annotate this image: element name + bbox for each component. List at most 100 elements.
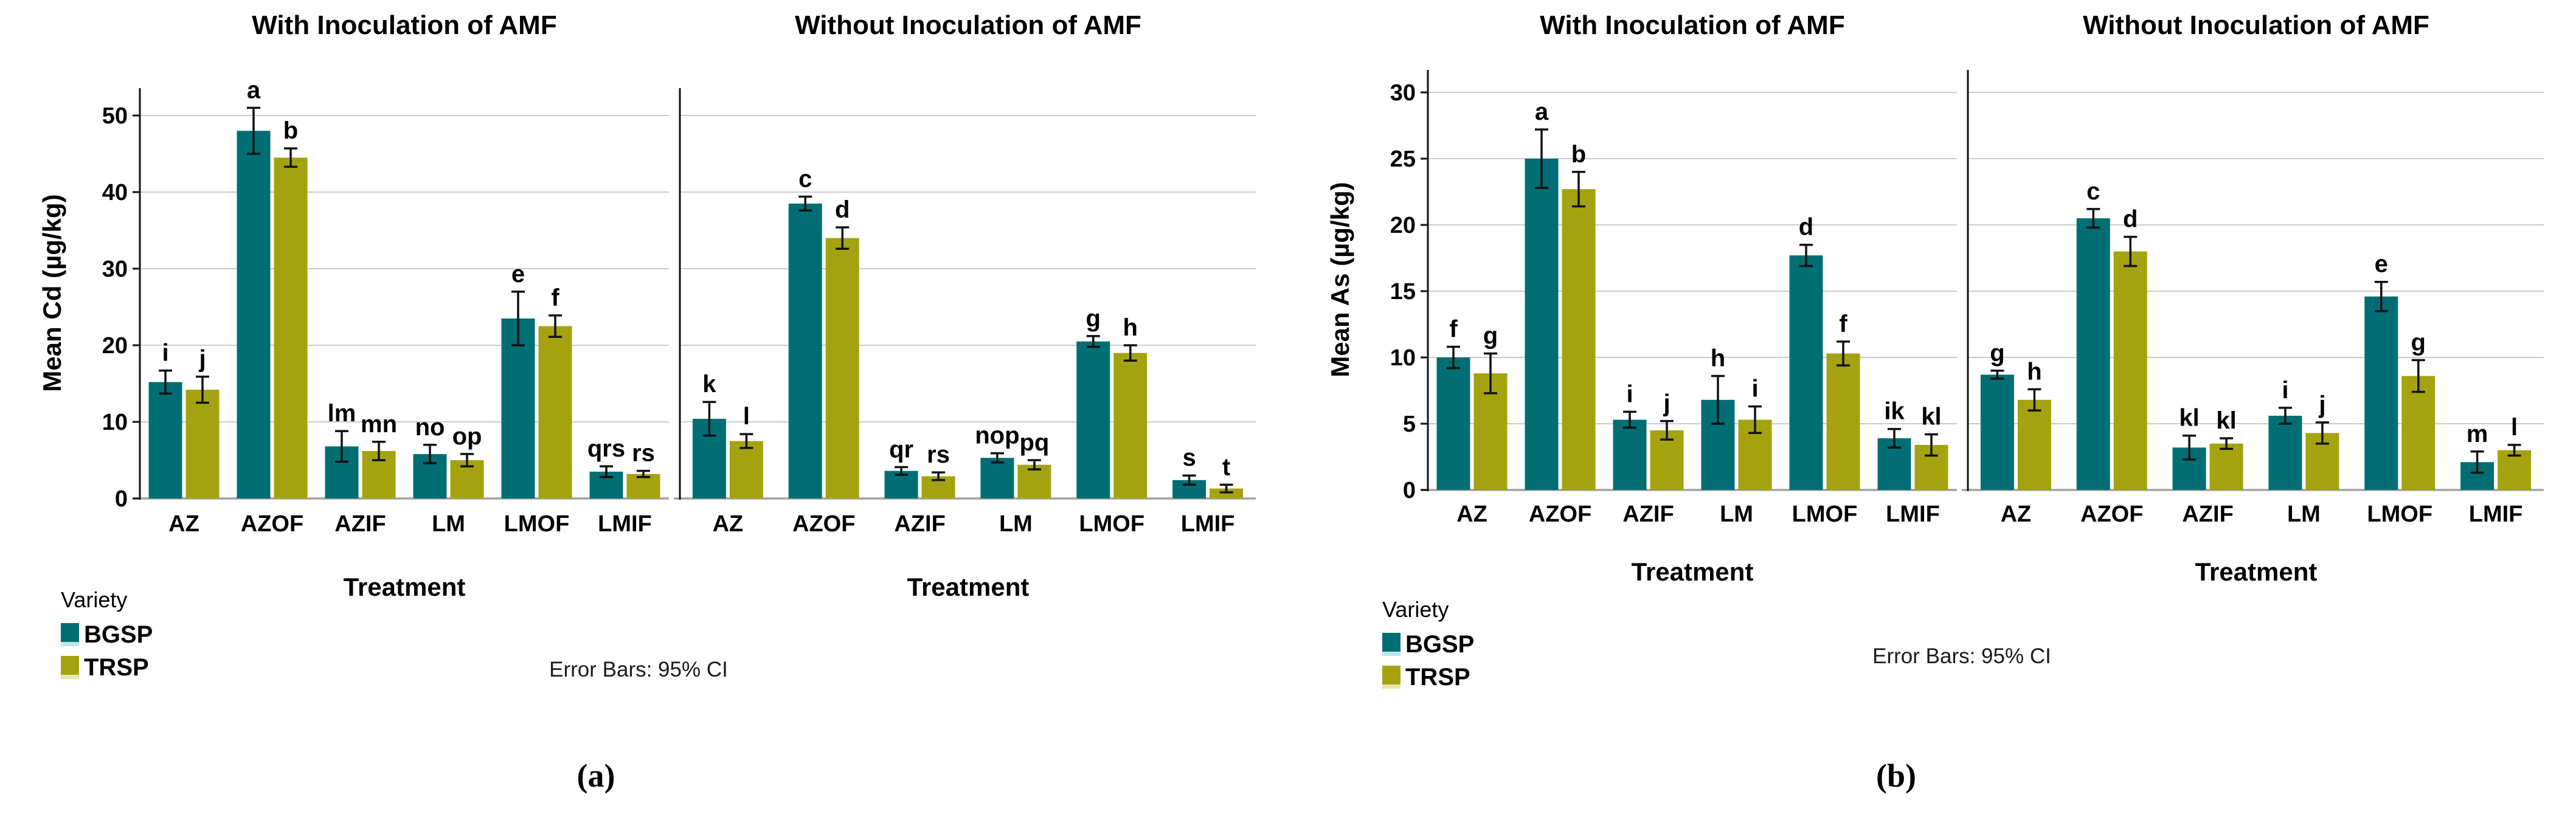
error-bars-note: Error Bars: 95% CI: [1872, 644, 2051, 668]
y-tick-label: 30: [1390, 80, 1416, 106]
bar-LMOF-TRSP: [2401, 376, 2436, 490]
figure-cd-chart: AZ i j AZOF a b AZIF lm mn LM no op LMOF e f LMIF qrs rs 0…: [38, 10, 1256, 794]
sig-letter: lm: [328, 400, 356, 427]
y-tick-label: 10: [1390, 345, 1416, 371]
sig-letter: l: [743, 403, 750, 430]
sig-letter: i: [1751, 376, 1758, 402]
panel-title-with-amf: With Inoculation of AMF: [1540, 10, 1844, 40]
error-bars-note: Error Bars: 95% CI: [549, 658, 728, 681]
figure-caption-a: (a): [576, 757, 615, 794]
sig-letter: g: [2411, 329, 2426, 356]
legend-label-trsp: TRSP: [1405, 664, 1470, 691]
x-tick-label: LMIF: [598, 511, 652, 537]
bar-AZOF-BGSP: [237, 131, 271, 498]
bar-LMIF-TRSP: [2498, 450, 2532, 490]
bar-LMOF-BGSP: [2364, 296, 2398, 490]
y-axis-label: Mean As (µg/kg): [1326, 182, 1354, 377]
y-tick-label: 40: [102, 180, 128, 205]
legend-label-trsp: TRSP: [84, 654, 149, 681]
sig-letter: d: [2123, 206, 2138, 233]
sig-letter: h: [1711, 345, 1725, 372]
sig-letter: a: [247, 77, 261, 103]
x-tick-label: AZOF: [792, 511, 855, 537]
sig-letter: g: [1086, 305, 1101, 332]
bar-AZOF-TRSP: [825, 238, 859, 498]
x-tick-label: AZIF: [1622, 502, 1674, 527]
sig-letter: i: [162, 340, 168, 367]
sig-letter: a: [1535, 98, 1549, 125]
bgsp-swatch: [1382, 633, 1401, 656]
legend: Variety BGSP TRSP: [1382, 597, 1474, 698]
bar-AZ-BGSP: [1436, 357, 1470, 490]
sig-letter: f: [551, 284, 559, 311]
sig-letter: pq: [1019, 429, 1049, 456]
x-tick-label: LMOF: [2367, 502, 2432, 527]
x-tick-label: LMOF: [1079, 511, 1144, 537]
sig-letter: i: [1626, 381, 1633, 407]
figure-caption-b: (b): [1876, 757, 1916, 794]
x-tick-label: AZ: [168, 511, 199, 537]
sig-letter: ik: [1884, 398, 1905, 425]
legend-label-bgsp: BGSP: [84, 621, 153, 648]
legend: Variety BGSP TRSP: [61, 587, 153, 688]
y-axis-label: Mean Cd (µg/kg): [38, 194, 66, 391]
x-axis-label-right: Treatment: [907, 573, 1030, 601]
bar-AZ-TRSP: [2017, 399, 2051, 490]
y-tick-label: 50: [102, 103, 128, 129]
bar-AZ-TRSP: [729, 441, 763, 498]
sig-letter: d: [835, 196, 850, 223]
bar-LMOF-BGSP: [1789, 255, 1823, 490]
sig-letter: f: [1839, 311, 1847, 337]
x-tick-label: AZOF: [2080, 502, 2143, 527]
bar-AZ-BGSP: [148, 382, 182, 498]
sig-letter: kl: [2179, 405, 2199, 432]
x-tick-label: AZ: [2001, 502, 2032, 527]
legend-item-trsp: TRSP: [61, 655, 153, 680]
legend-title: Variety: [1382, 597, 1449, 622]
bar-LMOF-TRSP: [538, 326, 572, 498]
sig-letter: rs: [632, 440, 655, 467]
x-tick-label: LMIF: [1886, 502, 1940, 527]
x-tick-label: LMIF: [1181, 511, 1235, 537]
sig-letter: nop: [975, 422, 1019, 449]
x-tick-label: LM: [999, 511, 1033, 537]
bar-AZOF-BGSP: [1525, 159, 1559, 490]
sig-letter: e: [2375, 251, 2388, 278]
sig-letter: qr: [889, 436, 913, 463]
sig-letter: b: [283, 117, 298, 144]
bar-LM-BGSP: [980, 458, 1014, 498]
y-tick-label: 0: [1403, 478, 1416, 503]
sig-letter: rs: [927, 441, 950, 468]
x-tick-label: AZOF: [241, 511, 303, 537]
bar-LMOF-BGSP: [1076, 341, 1110, 498]
x-tick-label: AZIF: [2182, 502, 2233, 527]
y-tick-label: 15: [1390, 279, 1416, 305]
panel-title-with-amf: With Inoculation of AMF: [252, 10, 556, 40]
sig-letter: mn: [361, 411, 397, 438]
sig-letter: op: [452, 423, 482, 450]
bar-AZIF-BGSP: [1613, 419, 1647, 490]
x-axis-label-left: Treatment: [1632, 557, 1754, 586]
panel-title-without-amf: Without Inoculation of AMF: [795, 10, 1141, 40]
sig-letter: c: [2086, 178, 2100, 205]
y-tick-label: 30: [102, 257, 128, 282]
x-tick-label: LMOF: [1792, 502, 1858, 527]
y-tick-label: 0: [115, 486, 128, 512]
bar-AZOF-TRSP: [274, 157, 308, 498]
x-tick-label: LMIF: [2469, 502, 2523, 527]
sig-letter: e: [511, 261, 525, 288]
sig-letter: h: [1123, 314, 1138, 341]
legend-item-bgsp: BGSP: [61, 622, 153, 647]
sig-letter: qrs: [587, 435, 625, 462]
sig-letter: kl: [1921, 403, 1941, 430]
x-tick-label: AZIF: [894, 511, 945, 537]
x-tick-label: AZOF: [1529, 502, 1591, 527]
legend-label-bgsp: BGSP: [1405, 631, 1475, 658]
bar-AZOF-BGSP: [788, 203, 822, 498]
bar-LMOF-TRSP: [1826, 353, 1860, 490]
y-tick-label: 5: [1403, 412, 1416, 437]
